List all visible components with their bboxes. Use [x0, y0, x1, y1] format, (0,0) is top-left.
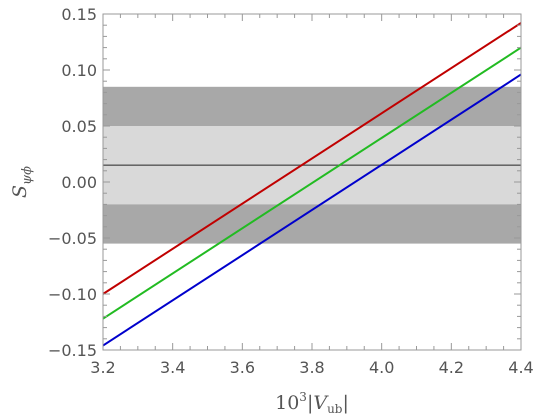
y-tick-label: 0.15 — [61, 5, 97, 24]
x-tick-label: 4.2 — [439, 358, 464, 377]
x-tick-label: 3.2 — [90, 358, 115, 377]
x-axis-title: 103|Vub| — [275, 390, 349, 416]
tick-labels-layer: 3.2 3.4 3.6 3.8 4.0 4.2 4.4 −0.15 −0.10 −0.05 0.00… — [48, 5, 534, 377]
x-tick-label: 3.6 — [230, 358, 255, 377]
x-tick-label: 3.8 — [299, 358, 324, 377]
x-tick-label: 4.4 — [508, 358, 533, 377]
series-line-1 — [103, 46, 521, 320]
y-tick-label: −0.05 — [48, 229, 97, 248]
ticks-layer — [102, 13, 522, 351]
lines-layer — [103, 22, 521, 347]
y-tick-label: −0.10 — [48, 285, 97, 304]
y-tick-label: 0.00 — [61, 173, 97, 192]
y-tick-label: −0.15 — [48, 341, 97, 360]
series-line-2 — [103, 73, 521, 347]
y-tick-label: 0.10 — [61, 61, 97, 80]
y-tick-label: 0.05 — [61, 117, 97, 136]
x-tick-label: 4.0 — [369, 358, 394, 377]
y-axis-title: Sψϕ — [9, 166, 35, 198]
series-line-0 — [103, 22, 521, 295]
x-tick-label: 3.4 — [160, 358, 185, 377]
